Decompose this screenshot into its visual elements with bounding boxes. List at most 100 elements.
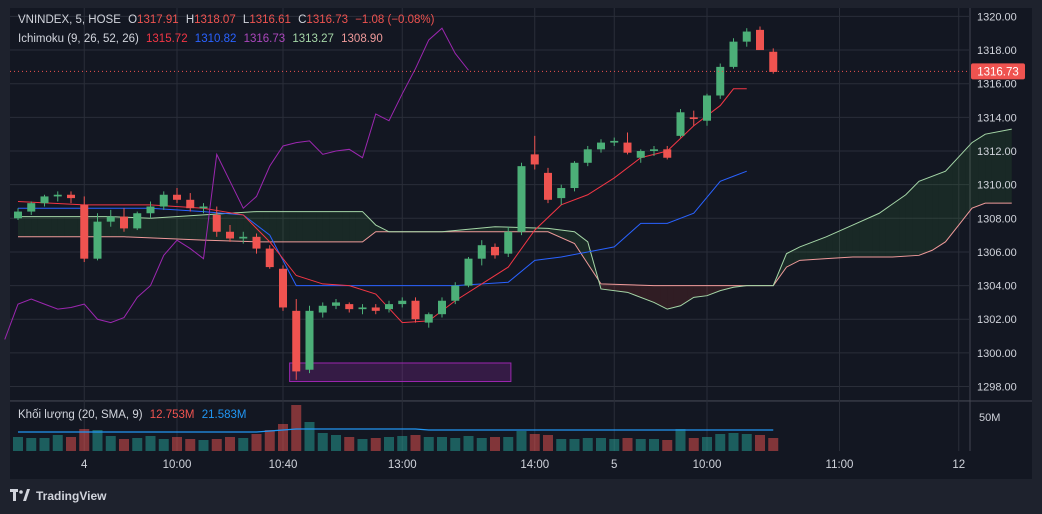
volume-bar [52,435,63,451]
volume-bar [662,440,673,451]
candle-body [186,199,195,209]
candle-body [398,300,407,305]
time-axis[interactable]: 4 10:00 10:40 13:00 14:00 5 10:00 11:00 12 [81,459,965,471]
price-tick-label: 1308.00 [977,213,1017,225]
time-axis-bg [10,451,1032,479]
candle-body [212,214,221,232]
candle-body [411,300,420,320]
cloud-segment [18,216,25,237]
candle-body [756,29,764,51]
cloud-segment [866,216,873,257]
candles[interactable] [14,26,778,380]
tradingview-footer[interactable]: TradingView [10,488,106,504]
symbol-title[interactable]: VNINDEX, 5, HOSE [18,14,121,26]
time-tick-label: 4 [81,459,88,471]
candle-body [40,196,49,204]
volume-bar [463,436,474,451]
cloud-segment [958,149,966,226]
close-label: C [298,14,307,26]
candle-body [663,149,672,158]
volume-bar [370,438,381,451]
candle-body [332,302,340,306]
volume-bar [238,438,249,451]
cloud-segment [71,216,78,237]
purple-rectangle-drawing[interactable] [289,362,512,382]
volume-bar [331,435,341,451]
time-tick-label: 10:40 [269,459,298,471]
volume-bar [172,437,182,451]
price-axis[interactable]: 1320.00 1318.00 1316.00 1314.00 1312.00 1310.… [977,11,1017,393]
change-value: −1.08 (−0.08%) [355,14,435,26]
volume-bar [649,439,659,451]
cloud-segment [488,226,495,232]
cloud-segment [634,284,641,298]
candle-body [252,236,261,249]
candle-body [358,307,367,310]
volume-bar [503,437,514,451]
volume-bar [66,437,76,451]
volume-bar [132,438,143,451]
cloud-segment [972,138,979,209]
candle-body [106,216,115,222]
volume-title[interactable]: Khối lượng (20, SMA, 9) [18,409,143,421]
volume-legend[interactable]: Khối lượng (20, SMA, 9) 12.753M 21.583M [18,409,250,421]
volume-bar [543,435,553,451]
volume-bar [556,439,567,451]
cloud-segment [879,208,886,257]
candle-body [53,194,62,197]
open-value: 1317.91 [137,14,179,26]
ichimoku-legend[interactable]: Ichimoku (9, 26, 52, 26) 1315.72 1310.82… [18,33,387,45]
volume-bar [768,438,779,451]
volume-bar [410,435,421,451]
time-tick-label: 13:00 [388,459,417,471]
symbol-legend[interactable]: VNINDEX, 5, HOSE O1317.91 H1318.07 L1316… [18,14,438,26]
price-tick-label: 1300.00 [977,348,1017,360]
tradingview-logo-icon [10,488,30,504]
cloud-segment [263,211,270,242]
cloud-segment [991,131,999,204]
candle-body [610,140,619,143]
cloud-segment [170,216,177,240]
cloud-segment [541,228,548,232]
volume-bar [251,434,262,451]
volume-bar [423,437,434,451]
price-tick-label: 1312.00 [977,146,1017,158]
cloud-segment [779,253,787,277]
candle-body [451,285,460,301]
price-tick-label: 1314.00 [977,112,1017,124]
cloud-segment [31,216,38,237]
cloud-segment [806,241,813,260]
candle-body [650,149,658,152]
cloud-segment [872,213,880,257]
cloud-segment [177,216,184,240]
low-label: L [242,14,250,26]
cloud-segment [375,225,383,232]
cloud-segment [157,217,164,239]
candle-body [199,206,208,209]
candle-body [239,236,248,239]
main-pane-bg [10,8,970,400]
candle-body [265,248,274,268]
volume-bar [105,436,116,451]
candle-body [597,142,605,150]
candle-body [676,112,685,136]
time-tick-label: 5 [611,459,617,471]
volume-bar [476,438,487,451]
time-tick-label: 12 [952,459,965,471]
candle-body [226,231,234,239]
cloud-segment [581,236,588,264]
candle-body [27,203,36,212]
last-price-tag: 1316.73 [10,63,1025,80]
candle-body [133,213,142,229]
cloud-segment [355,211,363,242]
volume-bar [702,437,712,451]
cloud-segment [567,230,575,244]
cloud-segment [852,222,860,257]
ichimoku-title[interactable]: Ichimoku (9, 26, 52, 26) [18,33,139,45]
cloud-segment [369,218,376,237]
time-tick-label: 14:00 [520,459,549,471]
cloud-segment [693,285,701,298]
cloud-segment [1005,129,1012,204]
